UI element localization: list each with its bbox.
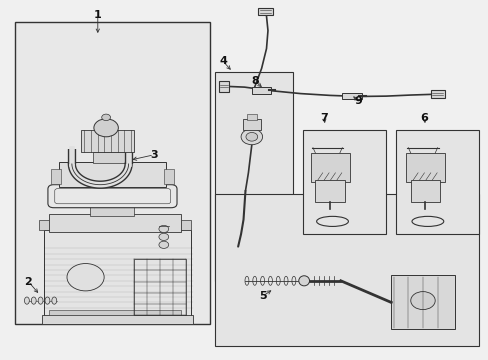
Bar (59, 162, 166, 187)
Bar (405, 153, 444, 182)
Text: 6: 6 (420, 113, 427, 123)
Text: 8: 8 (251, 76, 259, 86)
Text: 1: 1 (94, 10, 102, 20)
Bar (51, 169, 61, 184)
Ellipse shape (24, 297, 29, 304)
Circle shape (410, 292, 434, 310)
Ellipse shape (38, 297, 43, 304)
Circle shape (102, 114, 110, 121)
Bar (243, 119, 261, 130)
Ellipse shape (52, 297, 57, 304)
Bar (315, 180, 344, 202)
Bar (39, 220, 49, 230)
FancyBboxPatch shape (48, 185, 177, 208)
Bar (163, 169, 173, 184)
Ellipse shape (298, 276, 309, 286)
Bar (395, 130, 478, 234)
Bar (181, 220, 190, 230)
Circle shape (67, 264, 104, 291)
Bar (215, 194, 478, 346)
Text: 3: 3 (150, 150, 158, 160)
Bar (251, 87, 271, 94)
Bar (49, 310, 181, 315)
Circle shape (245, 132, 257, 141)
Ellipse shape (45, 297, 50, 304)
Bar (41, 315, 193, 324)
Bar (218, 81, 229, 92)
Circle shape (159, 225, 168, 233)
Bar (90, 205, 134, 216)
Text: 5: 5 (259, 291, 266, 301)
Bar (430, 90, 444, 98)
Text: 7: 7 (320, 113, 327, 123)
Text: 2: 2 (24, 276, 32, 287)
Bar (390, 275, 454, 329)
Ellipse shape (31, 297, 36, 304)
Bar (258, 8, 272, 15)
Bar (134, 259, 185, 315)
Bar (342, 93, 361, 99)
Bar (303, 130, 386, 234)
Text: 9: 9 (353, 96, 361, 106)
Bar (310, 153, 349, 182)
Text: 4: 4 (219, 56, 226, 66)
Bar (49, 214, 181, 232)
Bar (246, 114, 256, 120)
Circle shape (159, 241, 168, 248)
Bar (215, 72, 293, 281)
Circle shape (241, 129, 262, 145)
Bar (93, 152, 127, 163)
Circle shape (94, 119, 118, 137)
Bar (15, 22, 210, 324)
Bar (44, 230, 190, 324)
Bar (410, 180, 439, 202)
Circle shape (159, 233, 168, 240)
Bar (81, 130, 134, 152)
